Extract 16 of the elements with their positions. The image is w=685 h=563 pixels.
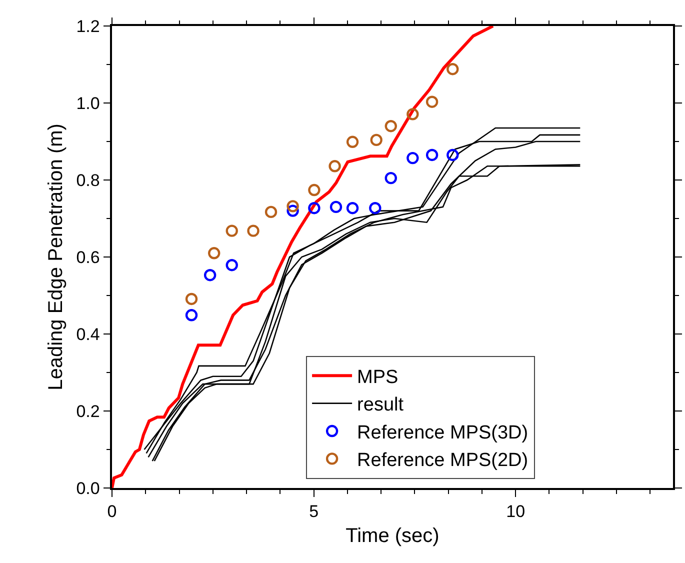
x-tick-label: 0 bbox=[107, 502, 117, 522]
legend-label: Reference MPS(2D) bbox=[357, 450, 528, 472]
x-tick-label: 10 bbox=[506, 502, 526, 522]
legend-label: MPS bbox=[357, 367, 398, 388]
legend-label: result bbox=[357, 394, 404, 416]
y-axis-title: Leading Edge Penetration (m) bbox=[45, 124, 68, 390]
y-tick-label: 0.0 bbox=[76, 478, 100, 498]
legend-label: Reference MPS(3D) bbox=[357, 422, 528, 444]
y-tick-label: 0.2 bbox=[76, 402, 100, 421]
y-tick-label: 0.4 bbox=[76, 324, 100, 344]
y-tick-label: 1.0 bbox=[76, 94, 100, 113]
x-axis-title: Time (sec) bbox=[346, 525, 440, 548]
x-tick-label: 5 bbox=[309, 502, 319, 522]
y-tick-label: 0.8 bbox=[76, 170, 100, 190]
y-tick-label: 1.2 bbox=[76, 16, 100, 36]
y-tick-label: 0.6 bbox=[76, 248, 100, 267]
